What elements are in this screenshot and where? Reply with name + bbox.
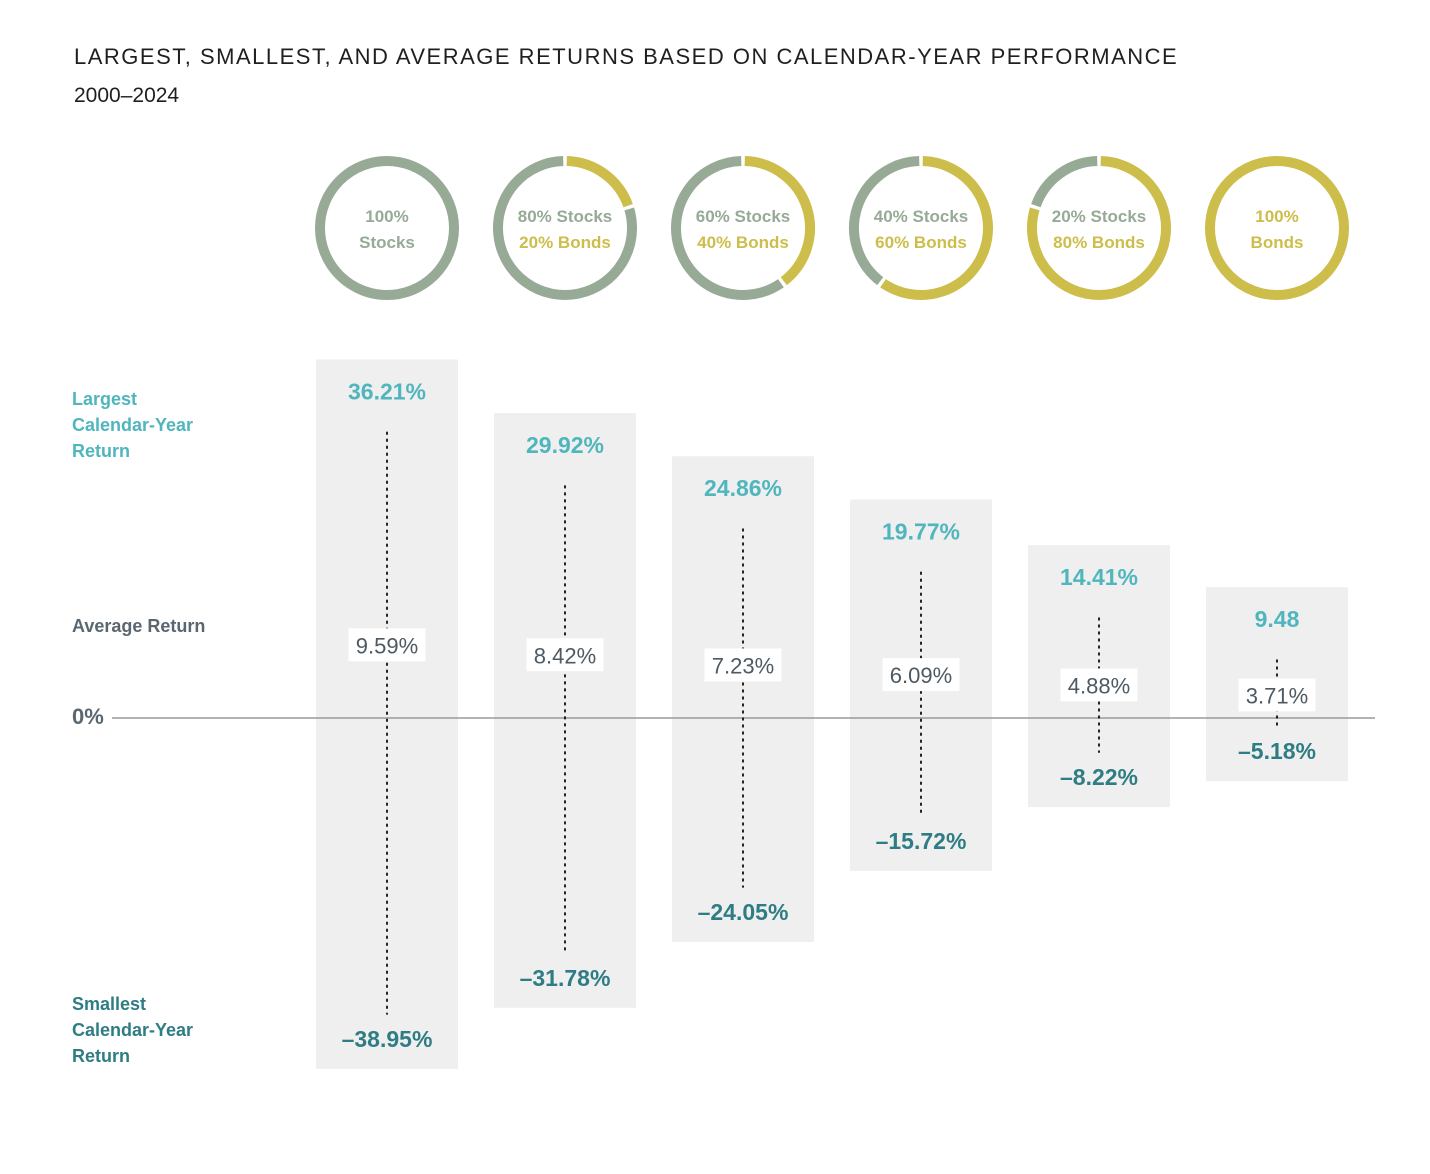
allocation-label-line2: 40% Bonds [697, 233, 789, 252]
smallest-return-value: –31.78% [520, 965, 611, 991]
allocation-label-line2: Stocks [359, 233, 415, 252]
allocation-label-line2: 60% Bonds [875, 233, 967, 252]
stocks-ring-segment [1031, 156, 1098, 208]
allocation-label-line1: 20% Stocks [1052, 207, 1147, 226]
average-value-box [526, 638, 604, 672]
smallest-label-line: Calendar-Year [72, 1020, 194, 1040]
bonds-ring-segment [744, 156, 815, 286]
average-value-box [882, 658, 960, 692]
largest-return-value: 29.92% [526, 432, 604, 458]
bonds-ring-segment [880, 156, 993, 300]
stocks-ring-segment [671, 156, 784, 300]
average-return-value: 3.71% [1246, 683, 1308, 708]
chart-title: LARGEST, SMALLEST, AND AVERAGE RETURNS B… [74, 44, 1179, 69]
largest-return-value: 14.41% [1060, 564, 1138, 590]
average-value-box [704, 648, 782, 682]
allocation-label-line1: 60% Stocks [696, 207, 791, 226]
largest-label-line: Largest [72, 389, 138, 409]
smallest-return-value: –8.22% [1060, 764, 1138, 790]
average-value-box [1238, 678, 1316, 712]
average-value-box [348, 628, 426, 662]
largest-label-line: Return [72, 441, 130, 461]
zero-axis-label: 0% [72, 704, 104, 729]
average-return-value: 7.23% [712, 653, 774, 678]
smallest-return-value: –5.18% [1238, 738, 1316, 764]
average-return-label: Average Return [72, 616, 206, 636]
allocation-label-line1: 100% [365, 207, 408, 226]
allocation-label-line2: Bonds [1251, 233, 1304, 252]
average-return-value: 6.09% [890, 663, 952, 688]
average-return-value: 9.59% [356, 633, 418, 658]
largest-return-value: 24.86% [704, 475, 782, 501]
stocks-ring-segment [315, 156, 459, 300]
largest-return-label: Largest Calendar-Year Return [72, 386, 193, 464]
allocation-label-line1: 40% Stocks [874, 207, 969, 226]
smallest-label-line: Return [72, 1046, 130, 1066]
largest-return-value: 19.77% [882, 519, 960, 545]
bonds-ring-segment [1027, 156, 1171, 300]
stocks-ring-segment [493, 156, 637, 300]
average-return-value: 4.88% [1068, 673, 1130, 698]
smallest-return-label: Smallest Calendar-Year Return [72, 991, 193, 1069]
average-value-box [1060, 668, 1138, 702]
allocation-label-line2: 80% Bonds [1053, 233, 1145, 252]
average-return-value: 8.42% [534, 643, 596, 668]
smallest-label-line: Smallest [72, 994, 147, 1014]
chart-subtitle: 2000–2024 [74, 84, 180, 107]
largest-return-value: 9.48 [1255, 606, 1300, 632]
stocks-ring-segment [849, 156, 920, 286]
largest-label-line: Calendar-Year [72, 415, 194, 435]
bonds-ring-segment [566, 156, 633, 208]
largest-return-value: 36.21% [348, 378, 426, 404]
smallest-return-value: –38.95% [342, 1026, 433, 1052]
smallest-return-value: –24.05% [698, 899, 789, 925]
smallest-return-value: –15.72% [876, 828, 967, 854]
allocation-label-line1: 100% [1255, 207, 1298, 226]
allocation-label-line2: 20% Bonds [519, 233, 611, 252]
allocation-label-line1: 80% Stocks [518, 207, 613, 226]
bonds-ring-segment [1205, 156, 1349, 300]
